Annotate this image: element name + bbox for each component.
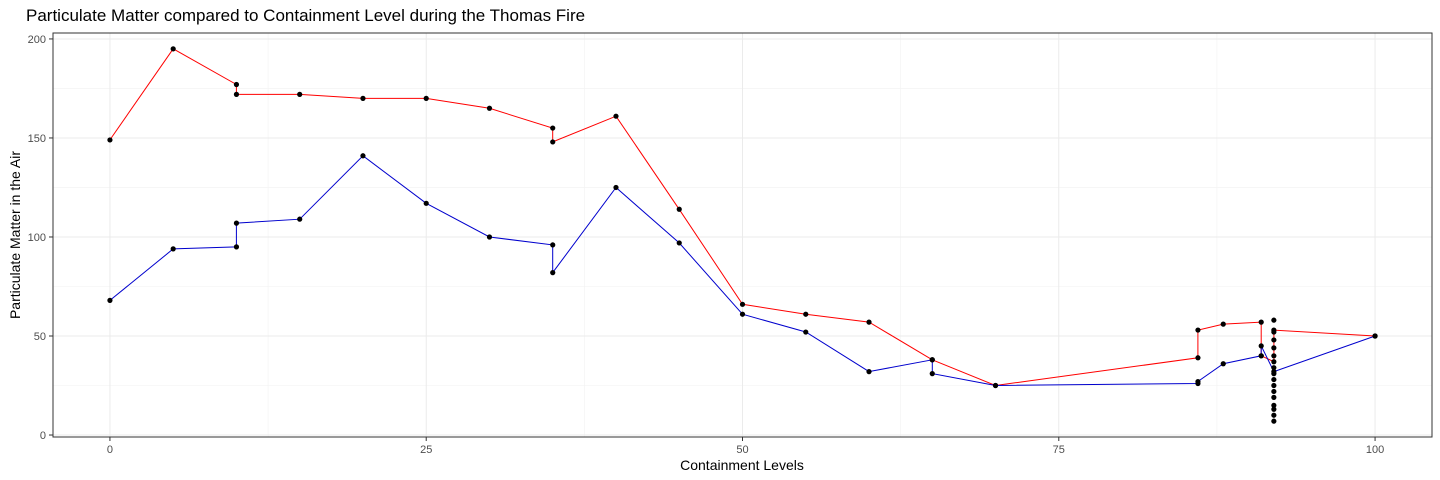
data-point — [233, 244, 240, 250]
y-tick-label: 150 — [28, 133, 46, 145]
data-point — [360, 95, 366, 101]
data-point — [297, 91, 303, 97]
data-point — [1271, 345, 1277, 351]
data-point — [550, 242, 556, 248]
data-point — [613, 113, 619, 119]
data-point — [1271, 412, 1277, 418]
data-point — [803, 311, 809, 317]
data-point — [1258, 319, 1264, 325]
data-point — [1271, 402, 1277, 408]
data-point — [233, 81, 240, 88]
data-point — [1195, 378, 1201, 385]
data-point — [360, 153, 366, 159]
data-point — [107, 297, 113, 303]
data-point — [803, 329, 809, 335]
y-tick-label: 200 — [28, 34, 46, 46]
points-layer — [107, 46, 1378, 424]
data-point — [170, 246, 176, 252]
data-point — [550, 139, 556, 145]
data-point — [486, 234, 493, 240]
y-axis-title: Particulate Matter in the Air — [7, 151, 23, 319]
data-point — [1258, 353, 1264, 359]
data-point — [1271, 317, 1277, 323]
data-point — [170, 46, 176, 52]
chart-title: Particulate Matter compared to Containme… — [26, 6, 586, 25]
data-point — [1271, 329, 1277, 335]
data-point — [676, 206, 682, 212]
data-point — [423, 200, 429, 206]
data-point — [297, 216, 303, 222]
x-tick-label: 75 — [1053, 444, 1065, 456]
x-tick-label: 25 — [420, 444, 432, 456]
axis-layer: 0 25 50 75 100 0 50 100 150 200 — [28, 34, 1385, 456]
x-tick-label: 0 — [107, 444, 113, 456]
data-point — [1195, 355, 1201, 361]
data-point — [1372, 333, 1378, 339]
data-point — [1271, 394, 1277, 400]
data-point — [1271, 353, 1277, 359]
data-point — [1271, 376, 1277, 383]
data-point — [1271, 365, 1277, 371]
y-tick-label: 0 — [40, 430, 46, 442]
data-point — [1220, 361, 1226, 367]
data-point — [1195, 327, 1201, 333]
x-axis-title: Containment Levels — [680, 457, 804, 473]
data-point — [233, 220, 240, 226]
data-point — [233, 91, 240, 97]
data-point — [866, 319, 872, 325]
y-tick-label: 100 — [28, 232, 46, 244]
x-tick-label: 100 — [1366, 444, 1384, 456]
data-point — [613, 184, 619, 191]
data-point — [676, 240, 682, 246]
data-point — [550, 125, 556, 131]
data-point — [1271, 359, 1277, 365]
data-point — [486, 105, 493, 111]
data-point — [929, 371, 935, 377]
data-point — [1258, 343, 1264, 349]
data-point — [1271, 382, 1277, 389]
grid — [53, 33, 1432, 437]
data-point — [1271, 388, 1277, 395]
data-point — [1220, 321, 1226, 327]
data-point — [1271, 337, 1277, 343]
y-tick-label: 50 — [34, 331, 46, 343]
data-point — [739, 301, 746, 307]
data-point — [1271, 406, 1277, 412]
data-point — [866, 369, 872, 375]
data-point — [929, 357, 935, 363]
x-tick-label: 50 — [736, 444, 748, 456]
data-point — [550, 270, 556, 276]
data-point — [1271, 371, 1277, 377]
data-point — [1271, 418, 1277, 424]
data-point — [107, 137, 113, 143]
data-point — [739, 311, 746, 317]
data-point — [423, 95, 429, 101]
data-point — [992, 382, 999, 389]
